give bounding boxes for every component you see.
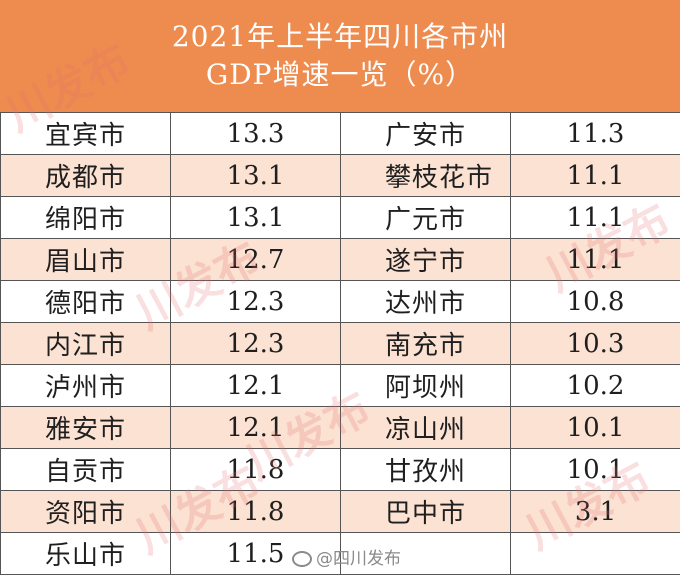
table-row: 宜宾市 13.3 广安市 11.3 [0,112,680,155]
table-row: 内江市 12.3 南充市 10.3 [0,322,680,365]
city-name: 内江市 [0,322,171,365]
growth-value: 11.8 [170,448,341,491]
city-name: 自贡市 [0,448,171,491]
title-line-2: GDP增速一览（%） [205,58,475,91]
title-line-1: 2021年上半年四川各市州 [171,20,509,53]
city-name: 甘孜州 [340,448,511,491]
city-name: 南充市 [340,322,511,365]
gdp-growth-table: 宜宾市 13.3 广安市 11.3 成都市 13.1 攀枝花市 11.1 绵阳市… [0,112,680,575]
table-row: 眉山市 12.7 遂宁市 11.1 [0,238,680,281]
city-name: 攀枝花市 [340,154,511,197]
city-name: 达州市 [340,280,511,323]
table-row: 雅安市 12.1 凉山州 10.1 [0,406,680,449]
city-name: 广安市 [340,112,511,155]
growth-value: 11.8 [170,490,341,533]
table-row: 资阳市 11.8 巴中市 3.1 [0,490,680,533]
city-name: 眉山市 [0,238,171,281]
growth-value: 11.1 [510,196,680,239]
city-name: 广元市 [340,196,511,239]
growth-value: 12.1 [170,364,341,407]
growth-value: 11.3 [510,112,680,155]
weibo-watermark: @四川发布 [292,544,401,569]
growth-value: 13.1 [170,196,341,239]
table-row: 泸州市 12.1 阿坝州 10.2 [0,364,680,407]
growth-value: 10.1 [510,406,680,449]
growth-value: 10.1 [510,448,680,491]
table-row: 绵阳市 13.1 广元市 11.1 [0,196,680,239]
city-name: 宜宾市 [0,112,171,155]
empty-cell [510,532,680,575]
city-name: 巴中市 [340,490,511,533]
growth-value: 13.3 [170,112,341,155]
growth-value: 10.8 [510,280,680,323]
city-name: 资阳市 [0,490,171,533]
city-name: 德阳市 [0,280,171,323]
table-row: 德阳市 12.3 达州市 10.8 [0,280,680,323]
growth-value: 12.1 [170,406,341,449]
city-name: 泸州市 [0,364,171,407]
growth-value: 12.3 [170,322,341,365]
city-name: 凉山州 [340,406,511,449]
weibo-handle: @四川发布 [316,549,401,569]
growth-value: 10.2 [510,364,680,407]
growth-value: 11.1 [510,238,680,281]
growth-value: 12.3 [170,280,341,323]
growth-value: 11.1 [510,154,680,197]
city-name: 遂宁市 [340,238,511,281]
growth-value: 13.1 [170,154,341,197]
growth-value: 10.3 [510,322,680,365]
table-title: 2021年上半年四川各市州 GDP增速一览（%） [0,0,680,112]
growth-value: 12.7 [170,238,341,281]
table-row: 自贡市 11.8 甘孜州 10.1 [0,448,680,491]
city-name: 阿坝州 [340,364,511,407]
city-name: 雅安市 [0,406,171,449]
city-name: 成都市 [0,154,171,197]
table-row: 成都市 13.1 攀枝花市 11.1 [0,154,680,197]
growth-value: 3.1 [510,490,680,533]
city-name: 绵阳市 [0,196,171,239]
city-name: 乐山市 [0,532,171,575]
weibo-icon [292,551,312,567]
table-row: 乐山市 11.5 [0,532,680,575]
empty-cell [340,532,511,575]
